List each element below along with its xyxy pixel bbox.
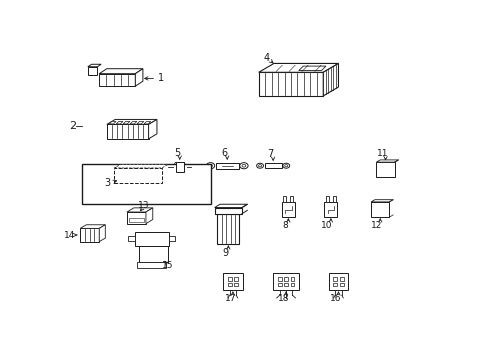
Polygon shape [218, 214, 239, 244]
Polygon shape [371, 200, 393, 202]
Polygon shape [333, 277, 337, 281]
Polygon shape [128, 236, 135, 242]
Polygon shape [265, 163, 282, 168]
Text: 7: 7 [268, 149, 273, 159]
Text: 16: 16 [330, 294, 342, 303]
Polygon shape [228, 277, 231, 281]
Polygon shape [137, 262, 166, 268]
Polygon shape [371, 202, 390, 217]
Text: 8: 8 [283, 221, 289, 230]
Polygon shape [116, 121, 123, 124]
Polygon shape [329, 273, 348, 290]
Polygon shape [215, 208, 242, 214]
Polygon shape [148, 120, 157, 139]
Polygon shape [278, 283, 282, 287]
Polygon shape [99, 225, 105, 242]
Polygon shape [291, 283, 294, 287]
Polygon shape [170, 236, 175, 242]
Polygon shape [290, 196, 294, 202]
Polygon shape [99, 69, 143, 74]
Polygon shape [273, 273, 299, 290]
Polygon shape [127, 208, 153, 212]
Text: 14: 14 [64, 230, 75, 239]
Polygon shape [146, 208, 153, 224]
Polygon shape [282, 202, 295, 217]
Text: 13: 13 [138, 201, 149, 210]
Polygon shape [137, 121, 144, 124]
Text: 3: 3 [104, 178, 111, 188]
Text: 5: 5 [174, 148, 180, 158]
Polygon shape [115, 168, 162, 183]
Polygon shape [88, 67, 98, 75]
Polygon shape [88, 64, 101, 67]
Polygon shape [80, 225, 105, 228]
Polygon shape [376, 160, 398, 162]
Polygon shape [99, 74, 135, 86]
Polygon shape [82, 164, 211, 204]
Polygon shape [340, 283, 343, 287]
Polygon shape [127, 212, 146, 224]
Text: 1: 1 [158, 73, 164, 84]
Polygon shape [259, 72, 323, 96]
Text: 6: 6 [221, 148, 227, 158]
Text: 17: 17 [224, 294, 236, 303]
Polygon shape [223, 273, 243, 290]
Polygon shape [234, 283, 238, 287]
Polygon shape [115, 165, 168, 168]
Polygon shape [340, 277, 343, 281]
Polygon shape [283, 196, 287, 202]
Polygon shape [107, 120, 157, 125]
Polygon shape [107, 125, 148, 139]
Polygon shape [176, 162, 184, 172]
Polygon shape [323, 63, 339, 96]
Polygon shape [129, 218, 144, 222]
Polygon shape [80, 228, 99, 242]
Polygon shape [324, 202, 337, 217]
Text: 15: 15 [162, 261, 173, 270]
Polygon shape [278, 277, 282, 281]
Text: 9: 9 [222, 248, 229, 258]
Polygon shape [326, 196, 329, 202]
Text: 10: 10 [321, 221, 333, 230]
Polygon shape [234, 277, 238, 281]
Text: 11: 11 [377, 149, 389, 158]
Polygon shape [259, 63, 339, 72]
Polygon shape [144, 121, 151, 124]
Polygon shape [333, 196, 336, 202]
Polygon shape [215, 204, 247, 208]
Text: 18: 18 [278, 294, 289, 303]
Polygon shape [284, 277, 288, 281]
Polygon shape [123, 121, 130, 124]
Polygon shape [376, 162, 394, 176]
Text: 2: 2 [70, 121, 77, 131]
Polygon shape [216, 163, 239, 169]
Polygon shape [139, 246, 168, 262]
Polygon shape [284, 283, 288, 287]
Polygon shape [135, 69, 143, 86]
Polygon shape [299, 66, 326, 71]
Polygon shape [333, 283, 337, 287]
Polygon shape [135, 232, 170, 246]
Text: 4: 4 [264, 53, 270, 63]
Polygon shape [130, 121, 137, 124]
Polygon shape [291, 277, 294, 281]
Polygon shape [228, 283, 231, 287]
Text: 12: 12 [371, 221, 382, 230]
Polygon shape [109, 121, 116, 124]
